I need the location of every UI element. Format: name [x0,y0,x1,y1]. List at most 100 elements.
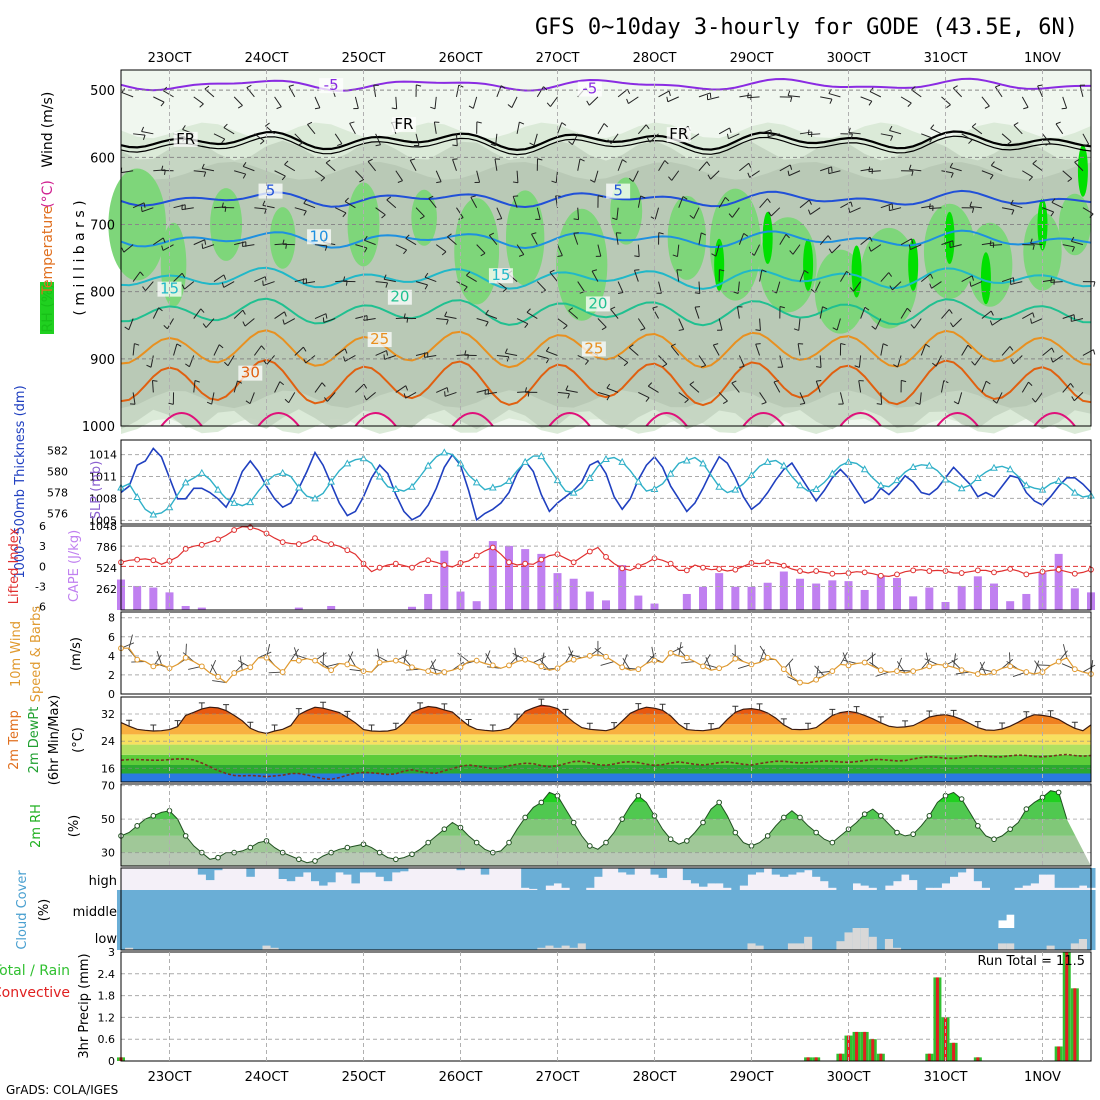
cloud-level-high: high [89,874,117,889]
wind-barb [799,270,805,282]
wind-barb-flag [929,137,933,143]
wind-barb-flag [949,162,954,168]
wind-barb [536,86,544,98]
wind-barb [1050,281,1063,283]
wind-barb-flag [850,201,853,207]
cloud-high-bar [529,868,538,889]
cloud-low-bar [456,928,466,950]
lifted-index-marker [312,535,318,541]
cloud-low-gap [787,943,797,950]
lifted-index-marker [586,548,593,555]
wind-barb-flag [430,106,436,110]
cloud-middle-bar [230,890,239,928]
cloud-low-bar [739,928,748,950]
rh-tick-label: 50 [101,813,115,826]
cloud-high-bar [359,868,369,873]
slp-marker [699,459,707,467]
cloud-high-bar [844,868,854,890]
wind-barb [961,275,973,283]
wind-axis-label: 10m Wind [9,621,24,687]
wind-barb [533,133,538,146]
wind-barb-flag [512,181,518,184]
wind-barb-flag [668,90,671,96]
rh-marker [958,796,965,802]
wind-barb-10m [239,656,243,671]
wind-tick-label: 6 [108,631,115,644]
bottom-date-label: 25OCT [342,1070,386,1085]
cloud-middle-bar [965,890,975,928]
cape-bar [408,606,416,610]
wind-barb-flag [480,252,486,257]
wind-barb [694,307,700,319]
cloud-middle-bar [650,890,660,928]
wind-barb-flag [524,323,529,328]
cloud-high-bar [747,868,757,875]
wind-barb-flag [700,364,706,368]
cloud-middle-bar [141,890,150,928]
top-date-label: 27OCT [536,51,580,66]
cloud-low-bar [1006,928,1015,950]
wind-barb [788,170,801,177]
wind-barb-flag [888,272,893,277]
wind-speed-marker [635,666,642,673]
cloud-high-bar [787,868,797,875]
cloud-low-bar [472,928,482,950]
wind-barb [496,85,502,98]
contour-label: 20 [390,288,409,306]
wind-barb [610,308,619,319]
wind-barb-flag [706,161,711,167]
wind-barb [941,240,953,246]
cloud-middle-bar [747,890,757,928]
wind-barb [840,201,852,209]
wind-barb [911,89,922,98]
wind-barb-flag [626,98,629,104]
cloud-low-bar [213,928,223,950]
wind-barb-flag [490,143,496,147]
wind-barb [990,244,1003,246]
cloud-middle-bar [715,890,724,928]
wind-barb-flag [1032,312,1035,318]
thickness-tick-label: 578 [47,487,68,500]
wind-barb-flag [984,105,990,109]
cloud-low-bar [553,928,563,950]
wind-barb-10m [156,650,162,665]
wind-speed-marker [683,654,690,661]
cloud-middle-bar [577,890,587,928]
wind-barb [839,271,848,282]
wind-barb [776,281,781,294]
wind-barb-flag [610,306,616,310]
rh-band-80 [1023,212,1062,291]
wind-barb [314,313,327,319]
cloud-high-bar [343,868,352,875]
wind-barb [253,345,262,356]
pressure-tick-label: 600 [90,151,115,166]
cape-bar [181,605,190,610]
cloud-middle-bar [513,890,522,928]
wind-barb-flag [840,342,846,346]
wind-barb-flag [194,380,200,383]
cloud-middle-bar [1030,890,1039,928]
rh-marker [134,823,140,829]
wind-barb [1030,242,1043,246]
cloud-high-bar [941,868,951,884]
rh-legend-swatch [40,282,54,334]
wind-barb [1062,244,1075,248]
cloud-low-bar [529,928,538,950]
wind-barb [436,318,449,321]
cloud-middle-bar [1022,890,1031,928]
cape-bar [569,578,578,610]
wind-barb-10m [896,661,906,674]
slp-marker [311,494,319,502]
cloud-low-bar [424,928,433,950]
wind-barb-10m [1036,664,1051,666]
rh-marker [1055,789,1062,796]
bottom-date-label: 29OCT [730,1070,774,1085]
wind-barb [971,126,983,135]
wind-barb-flag [1037,84,1043,87]
lifted-index-marker [522,560,529,567]
wind-barb-flag [785,233,790,239]
wind-barb-flag [134,343,140,346]
wind-speed-marker [328,667,335,674]
wind-barb-10m [403,649,408,664]
wind-barb-flag [403,313,406,319]
